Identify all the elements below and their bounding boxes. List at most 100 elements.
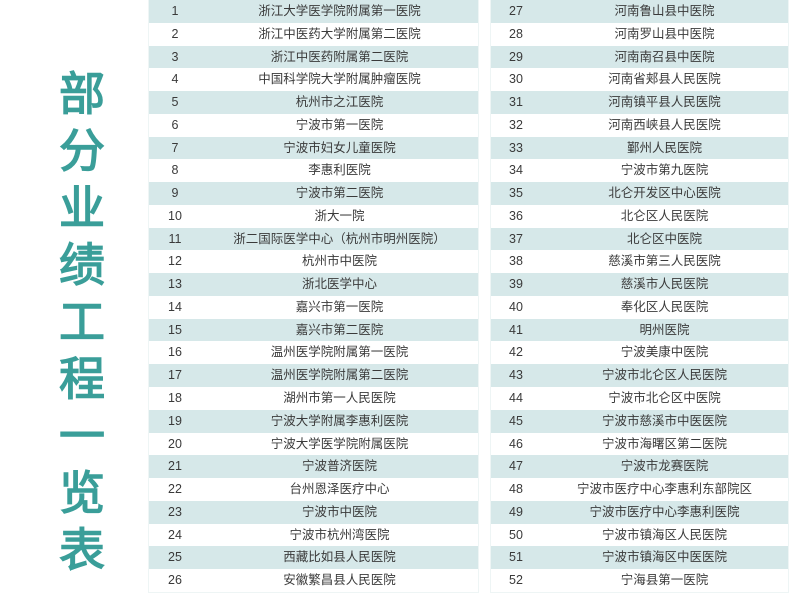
table-row: 40 奉化区人民医院 xyxy=(490,295,789,319)
hospital-name-cell: 河南南召县中医院 xyxy=(541,45,789,69)
hospital-name-cell: 湖州市第一人民医院 xyxy=(201,387,479,410)
hospital-name-cell: 宁波市北仑区中医院 xyxy=(541,387,789,410)
table-row: 52 宁海县第一医院 xyxy=(490,569,789,593)
hospital-name-cell: 宁波市龙赛医院 xyxy=(541,455,789,479)
page-title-char-6: 一 xyxy=(59,410,105,462)
table-row: 30 河南省郏县人民医院 xyxy=(490,68,789,92)
row-index-cell: 39 xyxy=(490,273,541,296)
table-row: 46 宁波市海曙区第二医院 xyxy=(490,432,789,456)
table-row: 23 宁波市中医院 xyxy=(148,500,479,524)
hospital-name-cell: 宁波市医疗中心李惠利医院 xyxy=(541,500,789,524)
table-row: 10 浙大一院 xyxy=(148,204,479,228)
hospital-name-cell: 宁海县第一医院 xyxy=(541,569,789,593)
row-index-cell: 41 xyxy=(490,318,541,342)
row-index-cell: 50 xyxy=(490,523,541,547)
hospital-table-left-body: 1 浙江大学医学院附属第一医院 2 浙江中医药大学附属第二医院 3 浙江中医药附属第二医院… xyxy=(148,0,479,593)
table-row: 35 北仑开发区中心医院 xyxy=(490,182,789,205)
hospital-table-right-body: 27 河南鲁山县中医院 28 河南罗山县中医院 29 河南南召县中医院 30 河南省郏县人民医… xyxy=(490,0,789,593)
table-row: 50 宁波市镇海区人民医院 xyxy=(490,523,789,547)
table-row: 12 杭州市中医院 xyxy=(148,250,479,274)
row-index-cell: 34 xyxy=(490,159,541,183)
table-row: 13 浙北医学中心 xyxy=(148,273,479,296)
row-index-cell: 38 xyxy=(490,250,541,274)
row-index-cell: 12 xyxy=(148,250,201,274)
hospital-name-cell: 宁波市第二医院 xyxy=(201,182,479,205)
hospital-name-cell: 宁波市北仑区人民医院 xyxy=(541,364,789,388)
table-row: 8 李惠利医院 xyxy=(148,159,479,183)
table-row: 24 宁波市杭州湾医院 xyxy=(148,523,479,547)
table-row: 33 鄞州人民医院 xyxy=(490,136,789,160)
table-row: 48 宁波市医疗中心李惠利东部院区 xyxy=(490,478,789,501)
row-index-cell: 22 xyxy=(148,478,201,501)
row-index-cell: 32 xyxy=(490,113,541,137)
page-title-char-3: 绩 xyxy=(59,239,105,291)
hospital-name-cell: 鄞州人民医院 xyxy=(541,136,789,160)
page-title-char-0: 部 xyxy=(59,68,105,120)
hospital-name-cell: 慈溪市第三人民医院 xyxy=(541,250,789,274)
hospital-name-cell: 浙江中医药大学附属第二医院 xyxy=(201,22,479,46)
hospital-name-cell: 河南西峡县人民医院 xyxy=(541,113,789,137)
hospital-name-cell: 宁波市镇海区中医医院 xyxy=(541,546,789,570)
row-index-cell: 18 xyxy=(148,387,201,410)
table-row: 19 宁波大学附属李惠利医院 xyxy=(148,409,479,433)
table-row: 22 台州恩泽医疗中心 xyxy=(148,478,479,501)
hospital-name-cell: 宁波普济医院 xyxy=(201,455,479,479)
table-row: 15 嘉兴市第二医院 xyxy=(148,318,479,342)
row-index-cell: 37 xyxy=(490,227,541,251)
table-row: 18 湖州市第一人民医院 xyxy=(148,387,479,410)
table-row: 37 北仑区中医院 xyxy=(490,227,789,251)
hospital-name-cell: 宁波市妇女儿童医院 xyxy=(201,136,479,160)
table-row: 36 北仑区人民医院 xyxy=(490,204,789,228)
row-index-cell: 49 xyxy=(490,500,541,524)
hospital-name-cell: 杭州市之江医院 xyxy=(201,91,479,114)
hospital-name-cell: 西藏比如县人民医院 xyxy=(201,546,479,570)
hospital-name-cell: 北仑区中医院 xyxy=(541,227,789,251)
page-title-char-1: 分 xyxy=(59,125,105,177)
page-title-char-7: 览 xyxy=(59,467,105,519)
row-index-cell: 21 xyxy=(148,455,201,479)
hospital-name-cell: 浙二国际医学中心（杭州市明州医院） xyxy=(201,227,479,251)
row-index-cell: 8 xyxy=(148,159,201,183)
hospital-name-cell: 慈溪市人民医院 xyxy=(541,273,789,296)
hospital-name-cell: 安徽繁昌县人民医院 xyxy=(201,569,479,593)
row-index-cell: 26 xyxy=(148,569,201,593)
row-index-cell: 7 xyxy=(148,136,201,160)
hospital-name-cell: 奉化区人民医院 xyxy=(541,295,789,319)
page-title: 部分业绩工程一览表 xyxy=(42,66,122,579)
row-index-cell: 10 xyxy=(148,204,201,228)
hospital-name-cell: 宁波市第九医院 xyxy=(541,159,789,183)
row-index-cell: 43 xyxy=(490,364,541,388)
table-row: 2 浙江中医药大学附属第二医院 xyxy=(148,22,479,46)
hospital-name-cell: 宁波市镇海区人民医院 xyxy=(541,523,789,547)
table-row: 5 杭州市之江医院 xyxy=(148,91,479,114)
table-row: 17 温州医学院附属第二医院 xyxy=(148,364,479,388)
hospital-name-cell: 温州医学院附属第二医院 xyxy=(201,364,479,388)
table-row: 21 宁波普济医院 xyxy=(148,455,479,479)
row-index-cell: 2 xyxy=(148,22,201,46)
hospital-name-cell: 浙江中医药附属第二医院 xyxy=(201,45,479,69)
table-row: 27 河南鲁山县中医院 xyxy=(490,0,789,23)
table-row: 47 宁波市龙赛医院 xyxy=(490,455,789,479)
hospital-name-cell: 明州医院 xyxy=(541,318,789,342)
row-index-cell: 42 xyxy=(490,341,541,365)
hospital-name-cell: 河南罗山县中医院 xyxy=(541,22,789,46)
table-row: 41 明州医院 xyxy=(490,318,789,342)
page-title-char-2: 业 xyxy=(59,182,105,234)
table-row: 11 浙二国际医学中心（杭州市明州医院） xyxy=(148,227,479,251)
row-index-cell: 51 xyxy=(490,546,541,570)
hospital-name-cell: 宁波市杭州湾医院 xyxy=(201,523,479,547)
row-index-cell: 35 xyxy=(490,182,541,205)
table-row: 16 温州医学院附属第一医院 xyxy=(148,341,479,365)
table-row: 28 河南罗山县中医院 xyxy=(490,22,789,46)
hospital-name-cell: 宁波市第一医院 xyxy=(201,113,479,137)
hospital-table-right: 27 河南鲁山县中医院 28 河南罗山县中医院 29 河南南召县中医院 30 河南省郏县人民医… xyxy=(490,0,789,593)
row-index-cell: 17 xyxy=(148,364,201,388)
row-index-cell: 28 xyxy=(490,22,541,46)
table-row: 34 宁波市第九医院 xyxy=(490,159,789,183)
row-index-cell: 20 xyxy=(148,432,201,456)
table-row: 1 浙江大学医学院附属第一医院 xyxy=(148,0,479,23)
hospital-name-cell: 河南镇平县人民医院 xyxy=(541,91,789,114)
table-row: 32 河南西峡县人民医院 xyxy=(490,113,789,137)
row-index-cell: 30 xyxy=(490,68,541,92)
